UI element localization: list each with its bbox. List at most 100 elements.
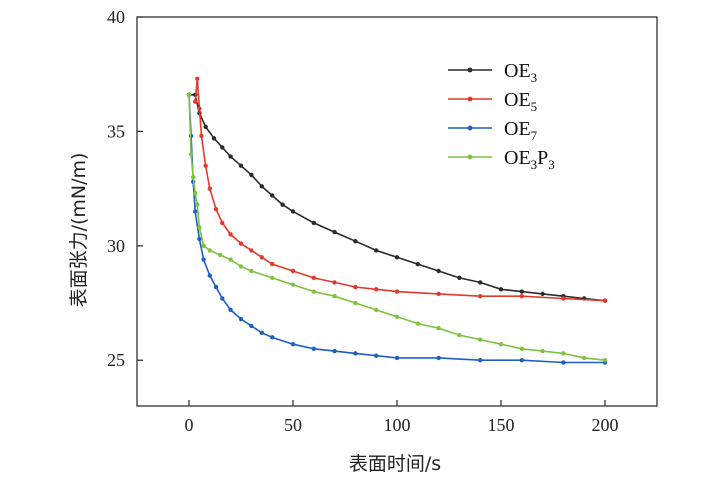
data-point — [582, 355, 587, 361]
legend-subscript: 7 — [531, 128, 538, 143]
x-tick-label: 200 — [592, 415, 619, 435]
data-point — [228, 257, 233, 262]
data-point — [259, 330, 264, 335]
data-point — [519, 346, 524, 351]
data-point — [238, 241, 244, 246]
legend-subscript: 3 — [531, 70, 538, 85]
data-point — [249, 172, 254, 178]
data-point — [353, 351, 358, 356]
data-point — [197, 106, 202, 111]
data-point — [238, 264, 244, 269]
data-point — [519, 358, 524, 363]
series-line — [194, 78, 606, 302]
data-point — [498, 342, 504, 347]
data-point — [249, 248, 254, 253]
data-point — [220, 145, 225, 150]
data-point — [195, 202, 200, 207]
data-point — [436, 355, 441, 361]
data-point — [415, 321, 420, 326]
data-point — [188, 152, 194, 157]
data-point — [602, 358, 608, 363]
x-axis-label: 表面时间/s — [349, 453, 441, 475]
legend-text-part: OE — [504, 147, 531, 169]
data-point — [374, 287, 379, 292]
data-point — [201, 257, 206, 262]
legend-label: OE5 — [504, 89, 537, 114]
legend-item-oe5: OE5 — [448, 89, 537, 114]
data-point — [207, 273, 212, 278]
data-point — [332, 293, 337, 299]
legend-subscript: 3 — [548, 157, 555, 172]
series-oe5 — [193, 76, 608, 303]
legend-label: OE3P3 — [504, 147, 555, 172]
legend-marker — [467, 96, 473, 102]
data-point — [193, 190, 198, 196]
data-point — [213, 207, 219, 212]
data-point — [540, 291, 545, 297]
data-point — [270, 335, 275, 340]
data-point — [478, 293, 483, 299]
data-point — [519, 289, 524, 294]
plot-frame — [136, 16, 658, 407]
legend-item-oe3: OE3 — [448, 60, 537, 85]
series-line — [188, 94, 605, 364]
data-point — [353, 284, 358, 290]
data-point — [249, 323, 254, 329]
data-point — [190, 174, 196, 180]
x-tick-label: 50 — [284, 415, 302, 435]
data-point — [457, 275, 462, 281]
data-point — [213, 284, 219, 290]
data-point — [353, 239, 358, 244]
data-point — [238, 163, 244, 168]
data-point — [203, 163, 208, 168]
data-point — [332, 348, 337, 354]
data-point — [290, 342, 296, 347]
legend-marker — [467, 154, 473, 160]
series-line — [189, 94, 606, 302]
legend-item-oe7: OE7 — [448, 118, 538, 143]
data-point — [259, 255, 264, 260]
data-point — [457, 332, 462, 338]
y-tick-label: 35 — [107, 121, 125, 141]
data-point — [519, 293, 524, 299]
legend-text-part: OE — [504, 118, 531, 140]
x-tick-label: 100 — [384, 415, 411, 435]
data-point — [498, 287, 504, 292]
data-point — [353, 300, 358, 306]
data-point — [332, 280, 337, 285]
data-point — [203, 124, 208, 130]
data-point — [228, 307, 233, 313]
data-point — [270, 193, 275, 198]
data-point — [193, 99, 198, 104]
data-point — [280, 202, 285, 207]
data-point — [436, 326, 441, 331]
data-point — [394, 314, 400, 319]
legend-subscript: 3 — [531, 157, 538, 172]
legend-marker — [467, 67, 473, 73]
y-tick-label: 30 — [107, 236, 125, 256]
data-point — [186, 92, 192, 98]
legend-label: OE3 — [504, 60, 537, 85]
plot-area — [186, 76, 608, 365]
data-point — [602, 298, 608, 303]
data-point — [394, 355, 400, 361]
data-point — [290, 209, 296, 214]
data-point — [374, 248, 379, 253]
data-point — [197, 225, 202, 230]
data-point — [540, 348, 545, 354]
data-point — [561, 296, 566, 301]
legend-text-part: P — [537, 147, 548, 169]
data-point — [228, 232, 233, 237]
legend-label: OE7 — [504, 118, 538, 143]
data-point — [207, 186, 212, 191]
data-point — [290, 282, 296, 287]
data-point — [374, 307, 379, 313]
legend-text-part: OE — [504, 89, 531, 111]
data-point — [311, 220, 316, 226]
data-point — [199, 133, 204, 139]
data-point — [193, 209, 198, 214]
data-point — [478, 337, 483, 342]
